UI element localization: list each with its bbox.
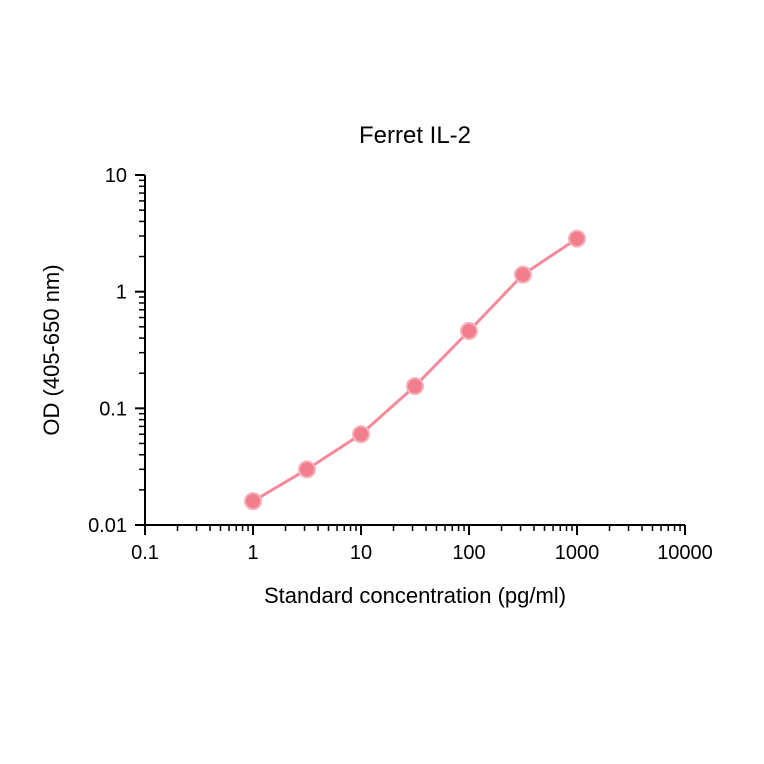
y-tick-label: 0.01: [88, 515, 127, 537]
y-tick-label: 10: [105, 165, 127, 187]
series-marker: [299, 461, 315, 477]
chart-container: Ferret IL-20.11101001000100000.010.1110S…: [0, 0, 764, 764]
x-tick-label: 100: [452, 542, 485, 564]
series-marker: [461, 323, 477, 339]
series-marker: [353, 426, 369, 442]
chart-title: Ferret IL-2: [359, 122, 471, 149]
y-tick-label: 1: [116, 282, 127, 304]
series-marker: [245, 493, 261, 509]
series-marker: [515, 267, 531, 283]
series-marker: [407, 378, 423, 394]
x-tick-label: 10000: [657, 542, 713, 564]
x-tick-label: 0.1: [131, 542, 159, 564]
x-tick-label: 10: [350, 542, 372, 564]
y-tick-label: 0.1: [99, 398, 127, 420]
x-tick-label: 1: [247, 542, 258, 564]
x-axis-label: Standard concentration (pg/ml): [264, 583, 566, 608]
chart-svg: Ferret IL-20.11101001000100000.010.1110S…: [0, 0, 764, 764]
x-tick-label: 1000: [555, 542, 600, 564]
series-marker: [569, 231, 585, 247]
y-axis-label: OD (405-650 nm): [39, 264, 64, 435]
